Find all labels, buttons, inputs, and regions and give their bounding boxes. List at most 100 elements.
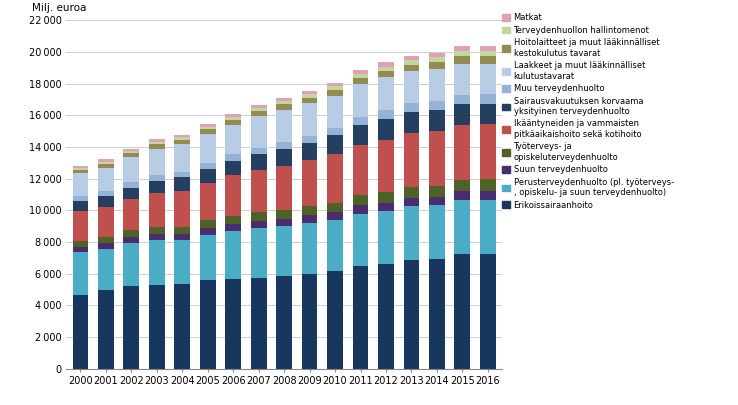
Bar xyxy=(327,271,343,369)
Bar xyxy=(455,200,470,254)
Bar xyxy=(72,200,89,211)
Bar xyxy=(200,183,215,220)
Bar xyxy=(225,119,241,124)
Bar xyxy=(404,55,419,60)
Bar xyxy=(200,228,215,234)
Bar xyxy=(404,60,419,64)
Bar xyxy=(123,199,139,230)
Bar xyxy=(327,90,343,96)
Bar xyxy=(302,91,317,94)
Bar xyxy=(404,133,419,187)
Bar xyxy=(404,207,419,260)
Bar xyxy=(455,254,470,369)
Bar xyxy=(276,149,292,166)
Bar xyxy=(327,212,343,220)
Bar xyxy=(123,153,139,158)
Bar xyxy=(174,144,190,172)
Bar xyxy=(455,51,470,56)
Bar xyxy=(72,211,89,241)
Bar xyxy=(225,175,241,216)
Bar xyxy=(455,56,470,64)
Bar xyxy=(98,290,114,369)
Legend: Matkat, Terveydenhuollon hallintomenot, Hoitolaitteet ja muut lääkinnälliset
kes: Matkat, Terveydenhuollon hallintomenot, … xyxy=(502,13,674,210)
Bar xyxy=(225,279,241,369)
Bar xyxy=(404,187,419,198)
Bar xyxy=(378,211,394,264)
Bar xyxy=(302,98,317,103)
Bar xyxy=(455,104,470,125)
Bar xyxy=(353,196,368,205)
Bar xyxy=(225,216,241,224)
Bar xyxy=(251,170,266,213)
Bar xyxy=(149,142,165,144)
Bar xyxy=(302,94,317,98)
Bar xyxy=(174,172,190,177)
Bar xyxy=(353,145,368,196)
Bar xyxy=(327,128,343,135)
Bar xyxy=(72,166,89,168)
Bar xyxy=(353,74,368,78)
Bar xyxy=(251,228,266,277)
Bar xyxy=(480,64,496,94)
Bar xyxy=(378,67,394,71)
Bar xyxy=(302,274,317,369)
Bar xyxy=(302,143,317,160)
Bar xyxy=(200,124,215,127)
Bar xyxy=(225,154,241,160)
Bar xyxy=(98,249,114,290)
Bar xyxy=(480,94,496,104)
Bar xyxy=(149,234,165,240)
Bar xyxy=(98,243,114,249)
Bar xyxy=(225,231,241,279)
Bar xyxy=(327,135,343,154)
Bar xyxy=(480,104,496,124)
Bar xyxy=(429,185,445,197)
Bar xyxy=(225,160,241,175)
Bar xyxy=(353,78,368,84)
Bar xyxy=(404,103,419,112)
Bar xyxy=(429,110,445,131)
Bar xyxy=(404,71,419,103)
Bar xyxy=(251,105,266,108)
Bar xyxy=(327,86,343,90)
Bar xyxy=(404,64,419,71)
Bar xyxy=(200,129,215,134)
Bar xyxy=(149,181,165,193)
Bar xyxy=(480,179,496,191)
Bar xyxy=(98,168,114,191)
Bar xyxy=(455,47,470,51)
Bar xyxy=(276,276,292,369)
Bar xyxy=(276,101,292,104)
Bar xyxy=(98,162,114,164)
Bar xyxy=(353,205,368,213)
Bar xyxy=(353,70,368,74)
Bar xyxy=(149,285,165,369)
Bar xyxy=(72,170,89,173)
Bar xyxy=(98,164,114,168)
Bar xyxy=(378,71,394,77)
Bar xyxy=(149,193,165,227)
Bar xyxy=(353,213,368,266)
Bar xyxy=(174,240,190,284)
Bar xyxy=(174,135,190,137)
Bar xyxy=(480,191,496,200)
Bar xyxy=(174,234,190,240)
Bar xyxy=(429,53,445,57)
Bar xyxy=(327,96,343,128)
Bar xyxy=(174,137,190,140)
Bar xyxy=(251,213,266,221)
Bar xyxy=(174,177,190,191)
Bar xyxy=(123,158,139,182)
Bar xyxy=(353,125,368,145)
Bar xyxy=(200,134,215,163)
Bar xyxy=(123,230,139,237)
Bar xyxy=(251,221,266,228)
Bar xyxy=(302,206,317,215)
Bar xyxy=(429,68,445,101)
Bar xyxy=(251,108,266,111)
Bar xyxy=(174,227,190,234)
Bar xyxy=(480,47,496,51)
Bar xyxy=(353,266,368,369)
Bar xyxy=(149,175,165,181)
Bar xyxy=(225,117,241,119)
